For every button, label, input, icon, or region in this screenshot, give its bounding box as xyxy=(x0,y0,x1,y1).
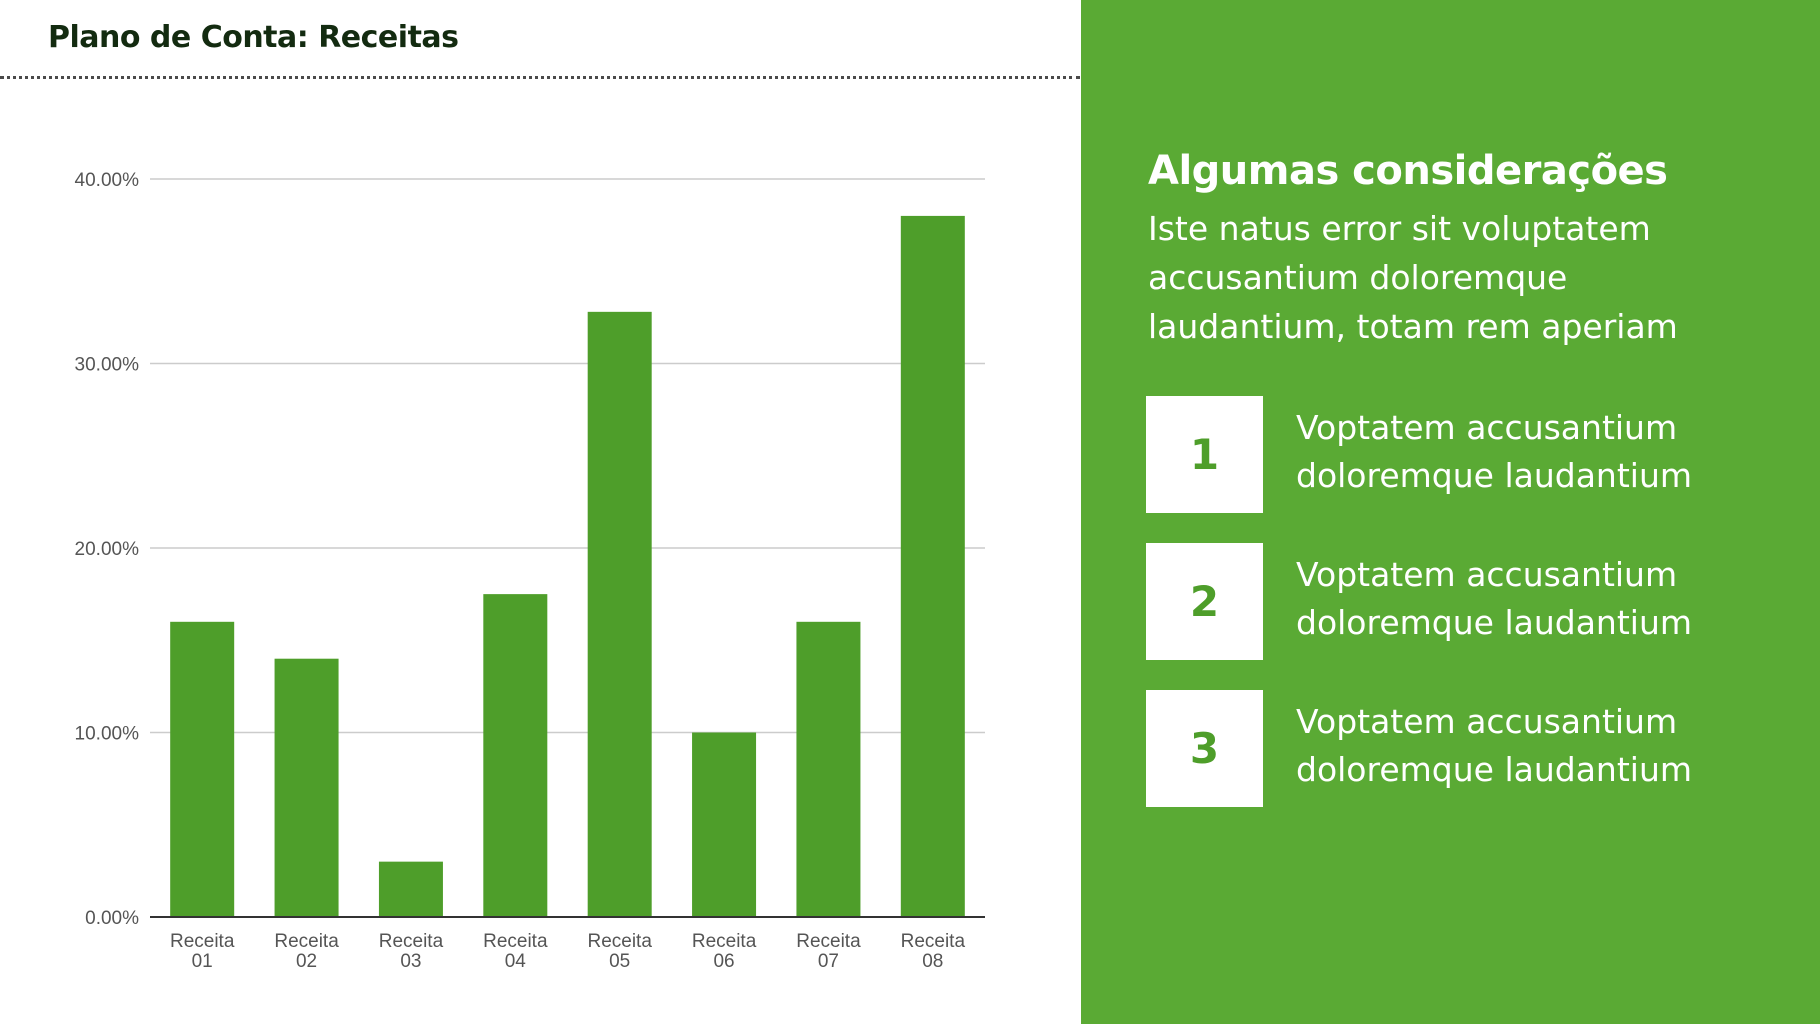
bar-chart-svg: 0.00% 10.00% 20.00% 30.00% 40.00% Receita 01 Re… xyxy=(75,170,985,972)
number-box: 2 xyxy=(1146,543,1263,660)
title-divider xyxy=(0,76,1080,79)
y-tick-label: 30.00% xyxy=(75,355,140,376)
bars xyxy=(170,215,965,918)
x-tick-label: Receita 05 xyxy=(587,931,652,972)
consideration-item-2: 2 Voptatem accusantium doloremque laudan… xyxy=(1146,543,1786,660)
panel-intro-text: Iste natus error sit voluptatem accusant… xyxy=(1148,209,1678,346)
x-tick-label: Receita 01 xyxy=(170,931,235,972)
item-text: Voptatem accusantium doloremque laudanti… xyxy=(1296,555,1692,642)
page-title: Plano de Conta: Receitas xyxy=(48,20,459,55)
number-box: 1 xyxy=(1146,396,1263,513)
x-tick-label: Receita 04 xyxy=(483,931,548,972)
x-tick-label: Receita 03 xyxy=(379,931,444,972)
bar xyxy=(587,311,652,918)
item-number: 1 xyxy=(1189,430,1220,479)
y-tick-label: 10.00% xyxy=(75,724,140,745)
bar xyxy=(274,658,339,917)
number-box: 3 xyxy=(1146,690,1263,807)
item-text: Voptatem accusantium doloremque laudanti… xyxy=(1296,408,1692,495)
bar xyxy=(692,732,757,917)
bar xyxy=(170,621,235,917)
y-tick-label: 0.00% xyxy=(85,908,139,929)
panel-heading: Algumas considerações xyxy=(1148,148,1668,194)
item-number: 3 xyxy=(1189,724,1220,773)
bar xyxy=(483,594,548,917)
item-number: 2 xyxy=(1189,577,1220,626)
y-tick-label: 20.00% xyxy=(75,539,140,560)
bar-chart: 0.00% 10.00% 20.00% 30.00% 40.00% Receita 01 Re… xyxy=(0,100,1070,1000)
bar xyxy=(378,861,443,917)
item-text: Voptatem accusantium doloremque laudanti… xyxy=(1296,702,1692,789)
x-tick-label: Receita 02 xyxy=(274,931,339,972)
x-tick-label: Receita 08 xyxy=(901,931,966,972)
considerations-panel: Algumas considerações Iste natus error s… xyxy=(1081,0,1820,1024)
consideration-item-3: 3 Voptatem accusantium doloremque laudan… xyxy=(1146,690,1786,807)
y-tick-label: 40.00% xyxy=(75,170,140,191)
x-tick-label: Receita 07 xyxy=(796,931,861,972)
bar xyxy=(900,215,965,917)
labels: 0.00% 10.00% 20.00% 30.00% 40.00% Receita 01 Re… xyxy=(75,170,966,972)
bar xyxy=(796,621,861,917)
x-tick-label: Receita 06 xyxy=(692,931,757,972)
consideration-item-1: 1 Voptatem accusantium doloremque laudan… xyxy=(1146,396,1786,513)
